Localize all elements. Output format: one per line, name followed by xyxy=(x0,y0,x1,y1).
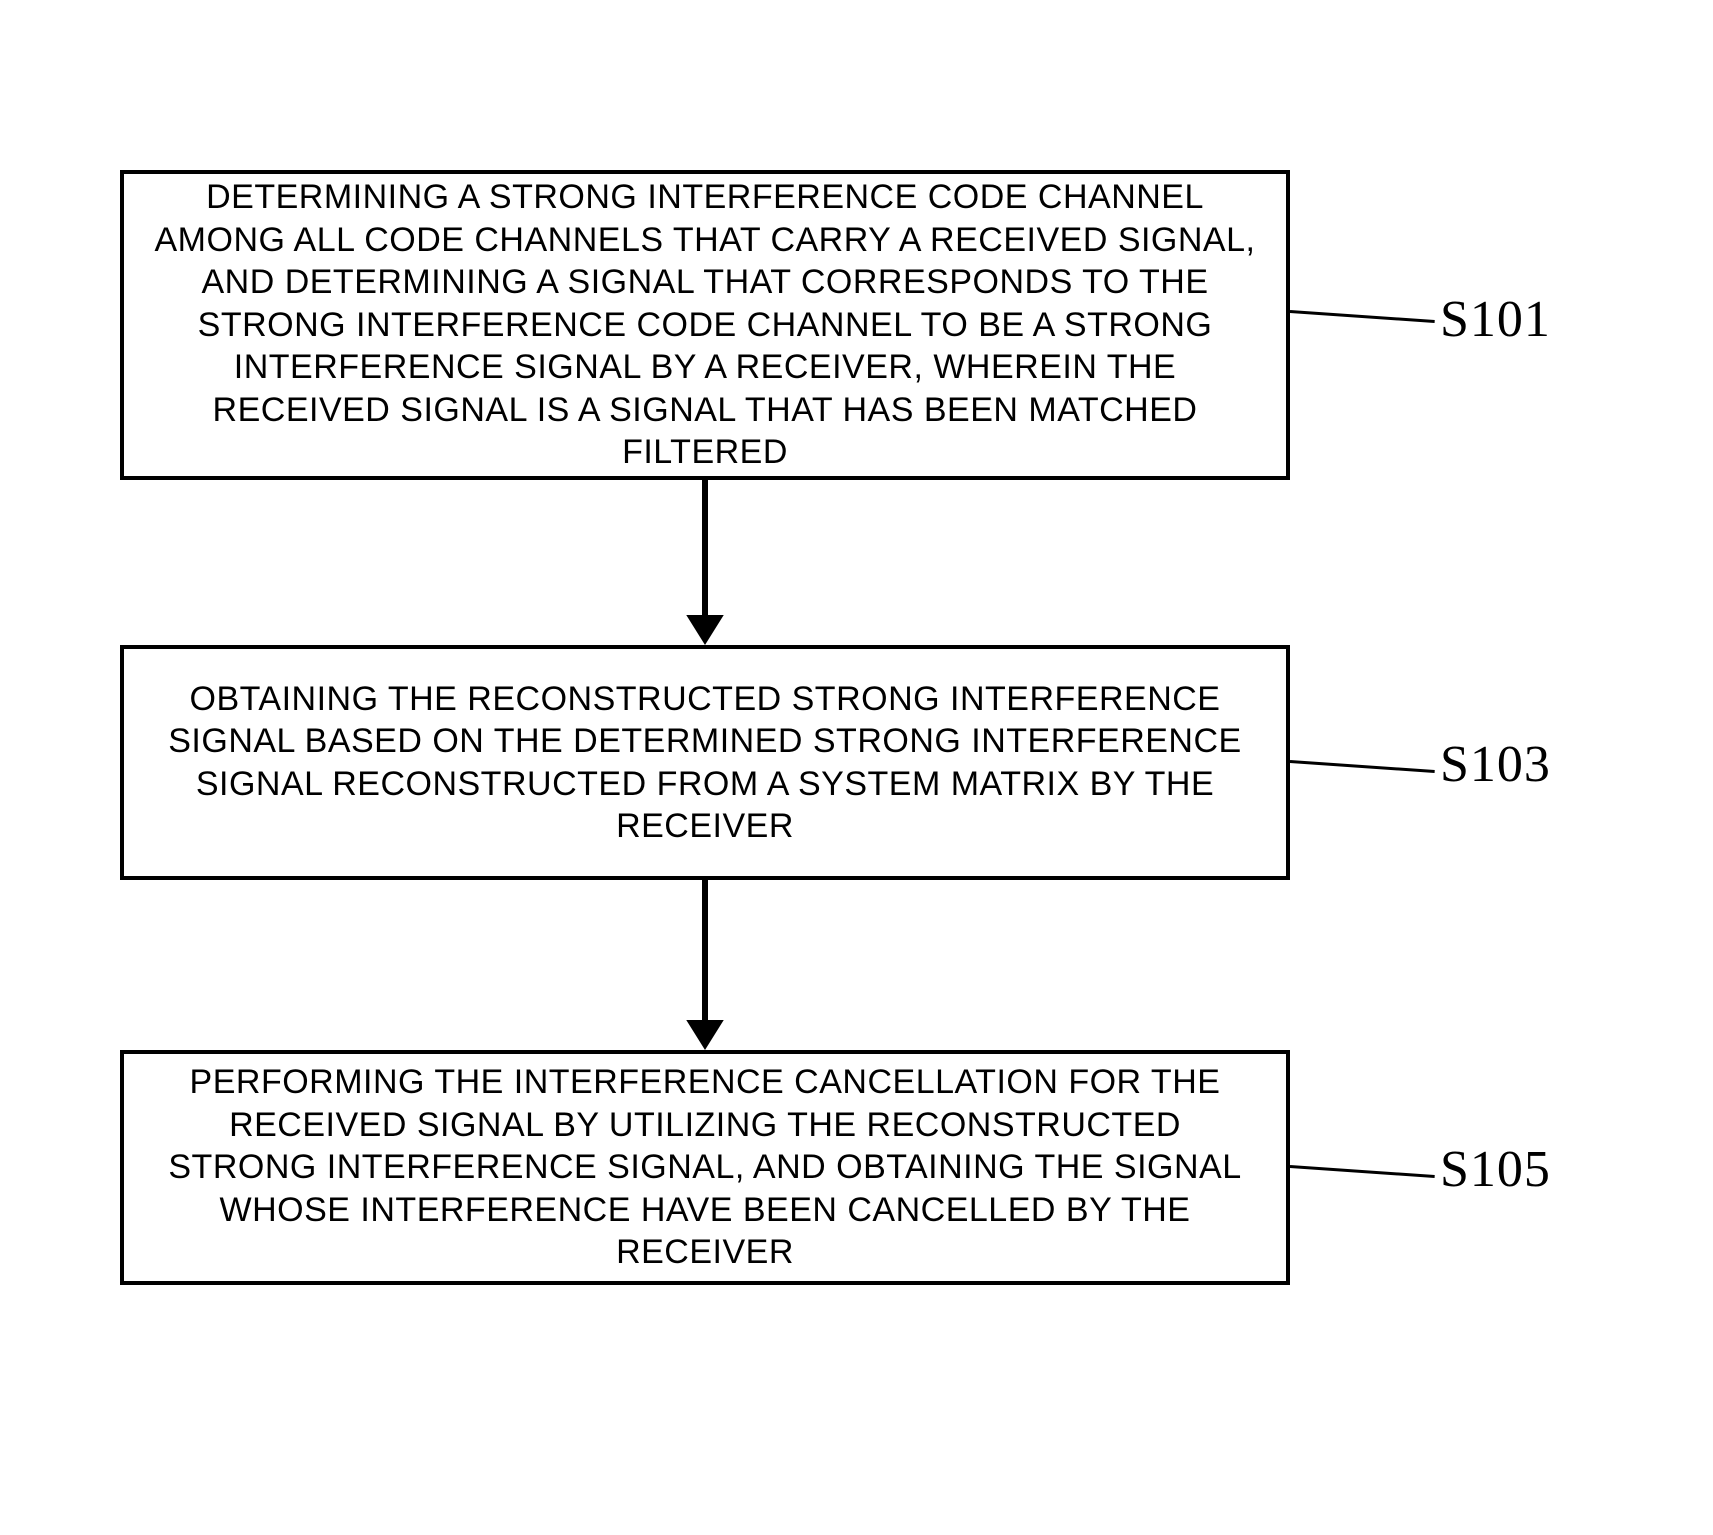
node-text: DETERMINING A STRONG INTERFERENCE CODE C… xyxy=(152,176,1258,474)
leader-line-s103 xyxy=(1290,760,1435,773)
leader-line-s101 xyxy=(1290,310,1435,323)
flowchart-node-s103: OBTAINING THE RECONSTRUCTED STRONG INTER… xyxy=(120,645,1290,880)
node-text: PERFORMING THE INTERFERENCE CANCELLATION… xyxy=(152,1061,1258,1274)
flowchart-arrow-s103-s105 xyxy=(675,880,735,1050)
flowchart-arrow-s101-s103 xyxy=(675,480,735,645)
flowchart-canvas: DETERMINING A STRONG INTERFERENCE CODE C… xyxy=(0,0,1713,1535)
leader-line-s105 xyxy=(1290,1165,1435,1178)
step-label-s101: S101 xyxy=(1440,290,1551,349)
flowchart-node-s101: DETERMINING A STRONG INTERFERENCE CODE C… xyxy=(120,170,1290,480)
node-text: OBTAINING THE RECONSTRUCTED STRONG INTER… xyxy=(152,678,1258,848)
flowchart-node-s105: PERFORMING THE INTERFERENCE CANCELLATION… xyxy=(120,1050,1290,1285)
step-label-s103: S103 xyxy=(1440,735,1551,794)
step-label-s105: S105 xyxy=(1440,1140,1551,1199)
